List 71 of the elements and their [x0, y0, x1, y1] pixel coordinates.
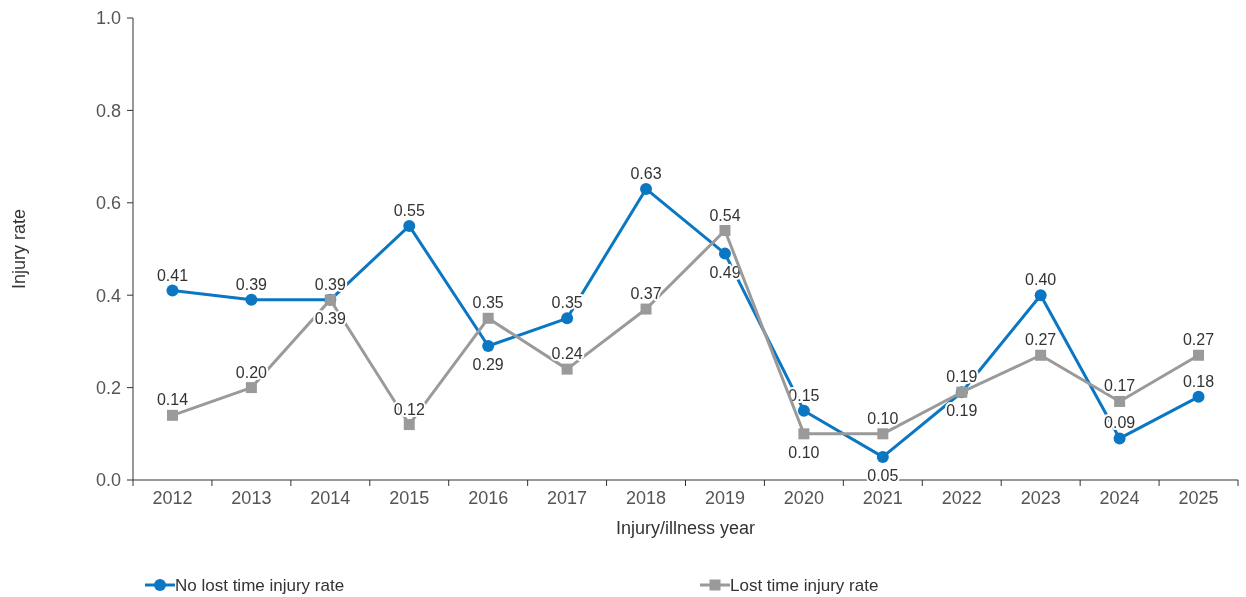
point [245, 382, 257, 394]
x-tick-label: 2022 [941, 488, 982, 508]
x-tick-label: 2013 [231, 488, 272, 508]
point [1113, 432, 1126, 445]
x-tick-label: 2024 [1099, 488, 1140, 508]
data-label: 0.18 [1182, 372, 1215, 390]
data-label: 0.17 [1104, 377, 1136, 395]
y-axis-title: Injury rate [9, 208, 29, 290]
y-tick-label: 1.0 [95, 8, 121, 29]
data-label: 0.12 [393, 400, 425, 418]
point [1035, 349, 1047, 361]
x-tick-label: 2023 [1020, 488, 1061, 508]
point [166, 409, 178, 421]
data-label: 0.29 [472, 356, 504, 374]
data-label: 0.40 [1025, 271, 1057, 289]
x-tick-label: 2014 [310, 488, 351, 508]
point [876, 450, 889, 463]
y-tick-label: 0.2 [95, 377, 121, 398]
point [718, 247, 731, 260]
data-label: 0.27 [1025, 331, 1057, 349]
x-tick-label: 2018 [626, 488, 667, 508]
x-tick-label: 2015 [389, 488, 430, 508]
point [403, 419, 415, 431]
y-tick-label: 0.0 [95, 470, 121, 491]
x-axis-title: Injury/illness year [615, 518, 756, 538]
data-label: 0.19 [946, 402, 978, 420]
data-label: 0.63 [630, 164, 662, 182]
data-label: 0.24 [551, 345, 583, 363]
x-tick-label: 2012 [152, 488, 193, 508]
data-label: 0.20 [235, 363, 268, 381]
x-tick-label: 2017 [547, 488, 588, 508]
point [1193, 349, 1205, 361]
point [482, 340, 495, 353]
data-label: 0.39 [235, 275, 268, 293]
data-label: 0.10 [867, 409, 899, 427]
point [1192, 390, 1205, 403]
point [797, 404, 810, 417]
x-tick-label: 2019 [704, 488, 745, 508]
legend-label: No lost time injury rate [175, 575, 345, 595]
legend-label: Lost time injury rate [730, 575, 879, 595]
point [719, 225, 731, 237]
y-tick-label: 0.4 [95, 285, 121, 306]
data-label: 0.35 [472, 294, 504, 312]
point [640, 303, 652, 315]
data-label: 0.37 [630, 285, 662, 303]
x-tick-label: 2025 [1178, 488, 1219, 508]
point [403, 219, 416, 232]
data-label: 0.39 [314, 275, 346, 293]
y-tick-label: 0.6 [95, 193, 121, 214]
point [640, 182, 653, 195]
point [166, 284, 179, 297]
point [561, 312, 574, 325]
data-label: 0.05 [867, 466, 899, 484]
point [482, 312, 494, 324]
data-label: 0.41 [156, 266, 189, 284]
x-tick-label: 2020 [783, 488, 824, 508]
data-label: 0.27 [1182, 331, 1215, 349]
point [877, 428, 889, 440]
data-label: 0.10 [788, 443, 820, 461]
y-tick-label: 0.8 [95, 100, 121, 121]
point [561, 363, 573, 375]
data-label: 0.55 [393, 201, 425, 219]
x-tick-label: 2016 [468, 488, 509, 508]
point [798, 428, 810, 440]
x-tick-label: 2021 [862, 488, 903, 508]
data-label: 0.39 [314, 309, 346, 327]
point [1034, 289, 1047, 302]
point [245, 293, 258, 306]
data-label: 0.14 [156, 391, 189, 409]
point [1114, 395, 1126, 407]
data-label: 0.54 [709, 206, 741, 224]
